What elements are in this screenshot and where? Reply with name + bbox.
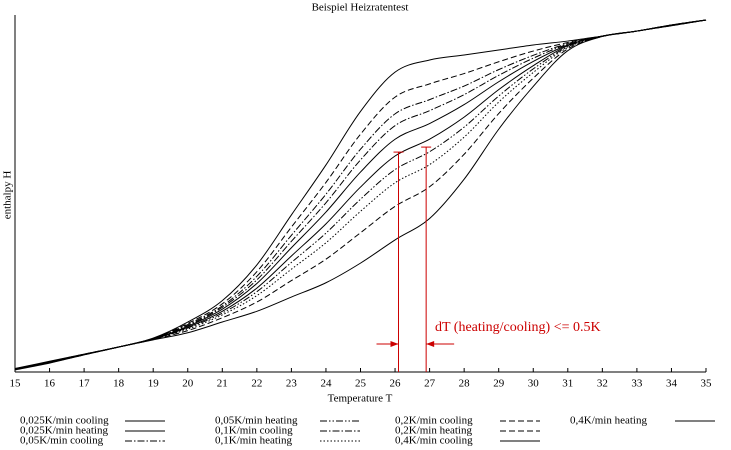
x-tick-label: 30 (528, 378, 540, 390)
annotation-text: dT (heating/cooling) <= 0.5K (435, 320, 601, 335)
legend-label: 0,025K/min cooling (20, 415, 109, 427)
x-tick-label: 32 (597, 378, 608, 390)
x-tick-label: 17 (79, 378, 91, 390)
series-line (14, 19, 707, 370)
x-tick-label: 31 (562, 378, 573, 390)
x-tick-label: 18 (113, 378, 125, 390)
x-tick-label: 27 (424, 378, 436, 390)
x-tick-label: 34 (666, 378, 678, 390)
x-tick-label: 25 (355, 378, 367, 390)
x-axis-label: Temperature T (328, 393, 393, 405)
series-line (14, 19, 707, 371)
y-axis-label: enthalpy H (2, 171, 14, 220)
legend-label: 0,4K/min cooling (395, 435, 473, 447)
arrow-head (426, 341, 435, 347)
series-line (14, 19, 707, 370)
x-tick-label: 29 (493, 378, 505, 390)
arrow-head (390, 341, 399, 347)
chart-title: Beispiel Heizratentest (312, 2, 409, 14)
x-tick-label: 24 (320, 378, 332, 390)
legend-label: 0,05K/min cooling (20, 435, 104, 447)
x-tick-label: 28 (459, 378, 471, 390)
legend-label: 0,4K/min heating (570, 415, 647, 427)
legend-label: 0,025K/min heating (20, 425, 108, 437)
x-tick-label: 22 (251, 378, 262, 390)
series-line (14, 19, 707, 370)
series-line (14, 19, 707, 370)
x-tick-label: 33 (631, 378, 643, 390)
x-tick-label: 26 (390, 378, 402, 390)
legend-label: 0,2K/min cooling (395, 415, 473, 427)
legend-label: 0,2K/min heating (395, 425, 472, 437)
legend-label: 0,1K/min heating (215, 435, 292, 447)
series-line (14, 19, 707, 370)
series-line (14, 19, 707, 369)
legend-label: 0,1K/min cooling (215, 425, 293, 437)
series-line (14, 19, 707, 370)
x-tick-label: 35 (701, 378, 713, 390)
x-tick-label: 16 (44, 378, 56, 390)
x-tick-label: 23 (286, 378, 298, 390)
x-tick-label: 15 (10, 378, 22, 390)
x-tick-label: 20 (182, 378, 194, 390)
legend-label: 0,05K/min heating (215, 415, 298, 427)
x-tick-label: 19 (148, 378, 160, 390)
series-line (14, 19, 707, 370)
series-line (14, 19, 707, 370)
x-tick-label: 21 (217, 378, 228, 390)
